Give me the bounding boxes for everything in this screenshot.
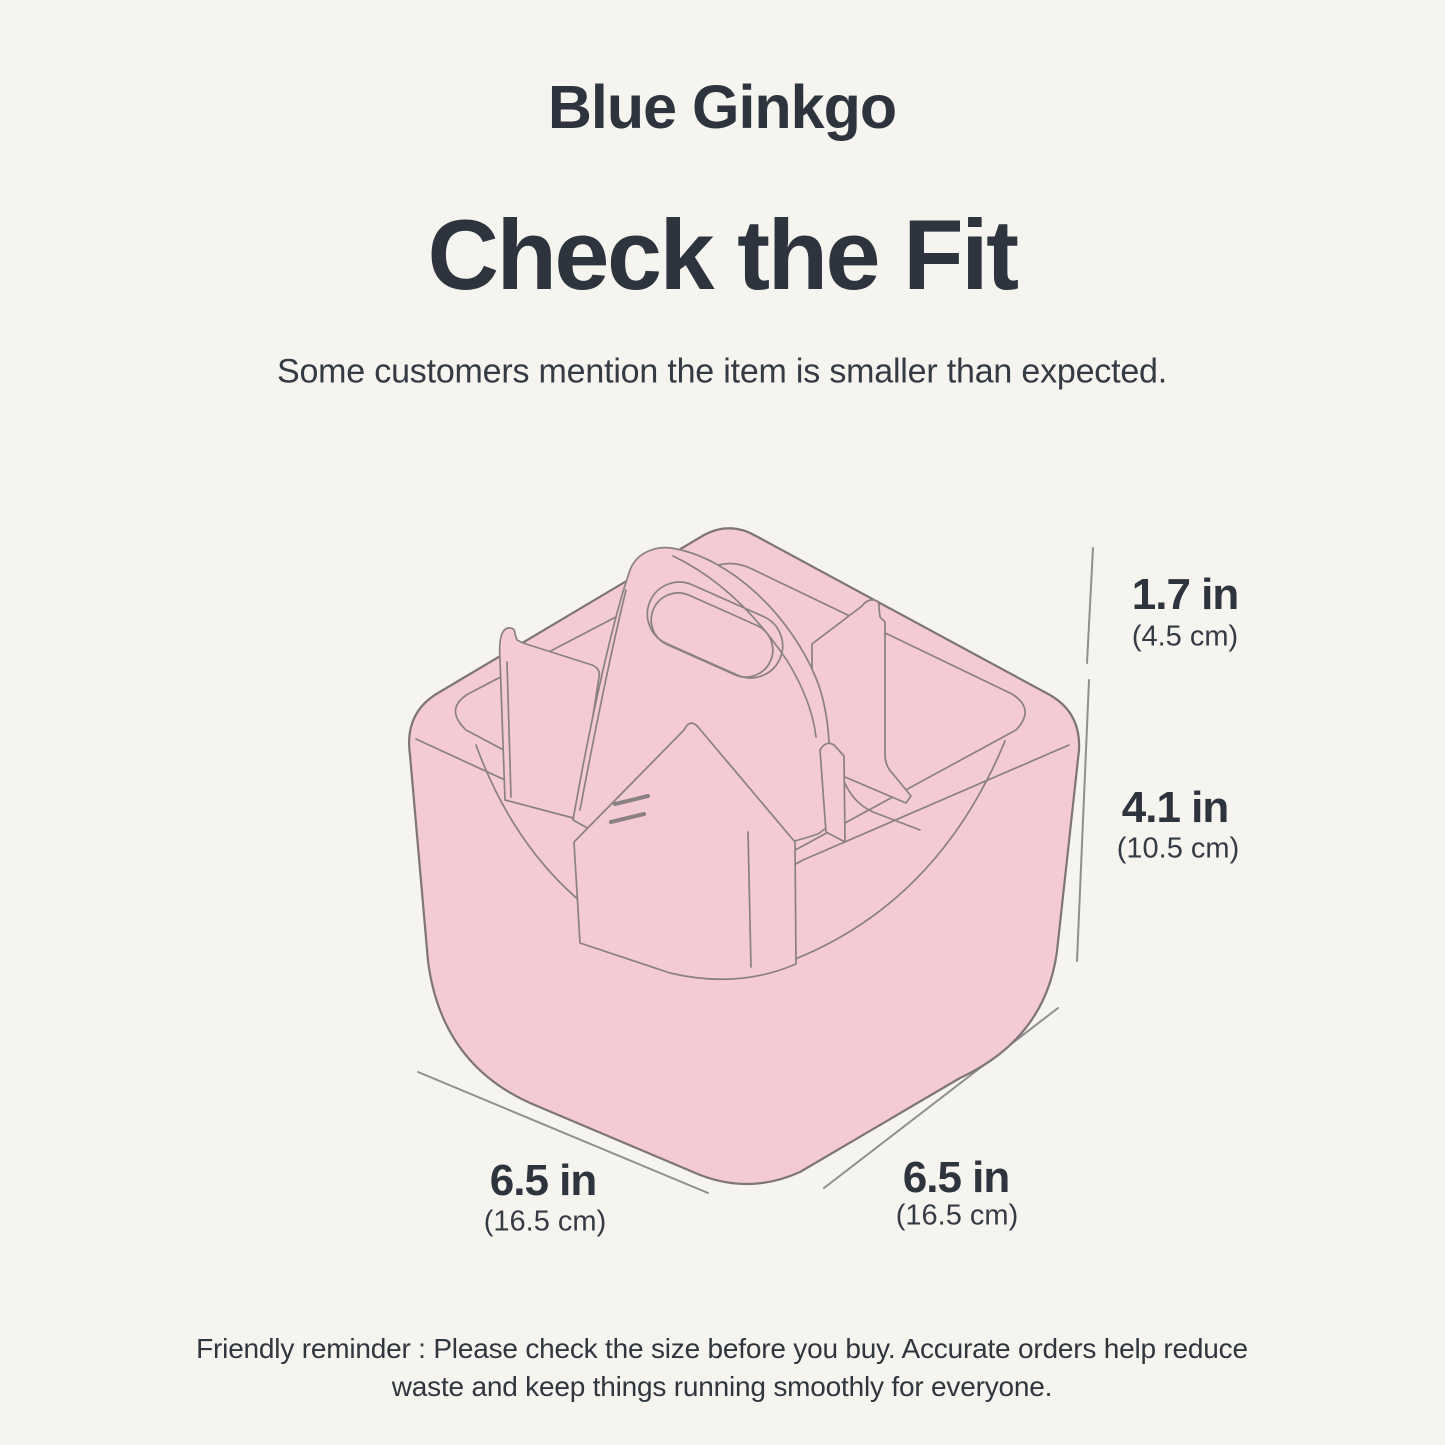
handle-left-thickness (579, 589, 627, 811)
dim-body-height-inches: 4.1 in (1121, 783, 1229, 832)
dim-line-body-height (1076, 679, 1090, 962)
dim-top-height-inches: 1.7 in (1131, 570, 1239, 619)
divider-back-left (498, 627, 601, 820)
dim-top-height-metric: (4.5 cm) (1131, 620, 1239, 653)
divider-front-marks (609, 794, 650, 824)
page-title: Check the Fit (427, 199, 1019, 310)
divider-front-fold (747, 831, 752, 968)
dim-line-left-width (417, 1071, 709, 1194)
handle-hole (646, 581, 784, 679)
subtitle: Some customers mention the item is small… (277, 352, 1167, 391)
handle-right-thickness (672, 555, 817, 738)
caddy-group (408, 527, 1081, 1186)
divider-front (573, 722, 797, 981)
dim-body-height-metric: (10.5 cm) (1116, 832, 1240, 865)
dim-right-depth-inches: 6.5 in (902, 1153, 1010, 1202)
divider-front-right (819, 742, 846, 843)
dim-right-depth-metric: (16.5 cm) (895, 1199, 1019, 1232)
dim-line-top-height (1086, 547, 1094, 664)
dim-left-width-inches: 6.5 in (489, 1156, 597, 1205)
dim-left-width-metric: (16.5 cm) (483, 1205, 607, 1238)
footer-reminder: Friendly reminder : Please check the siz… (196, 1333, 1248, 1402)
dim-line-right-depth (823, 1007, 1059, 1189)
divider-back-left-thickness (506, 661, 512, 798)
brand-wordmark: Blue Ginkgo (547, 73, 897, 141)
dimension-lines (417, 547, 1094, 1194)
